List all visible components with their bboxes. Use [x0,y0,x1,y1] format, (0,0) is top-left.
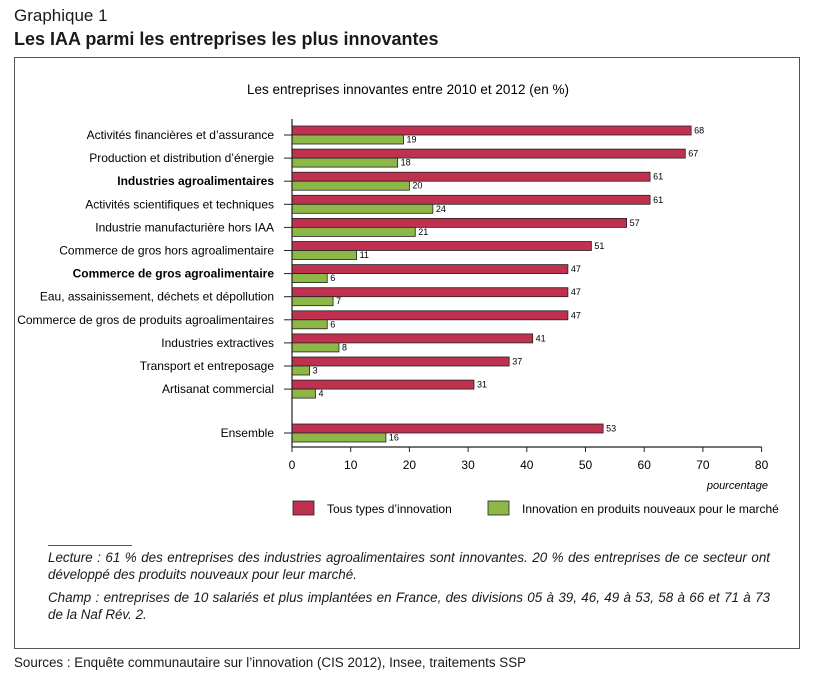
bar-all [291,333,534,344]
bar-all [291,217,627,228]
notes-divider [48,545,132,546]
x-tick-label: 0 [289,458,296,472]
x-tick-label: 50 [579,458,593,472]
x-tick-label: 20 [403,458,417,472]
category-label: Transport et entreposage [140,359,275,373]
x-tick-label: 70 [696,458,710,472]
data-label-new: 3 [313,366,318,376]
data-label-new: 11 [360,250,369,260]
data-label-new: 20 [412,181,422,191]
legend-swatch-all [292,500,315,516]
bar-new [291,273,328,284]
bar-new [291,134,404,145]
bar-all [291,125,692,136]
figure-title: Les IAA parmi les entreprises les plus i… [14,29,439,49]
bar-new [291,432,387,443]
x-tick-label: 10 [344,458,358,472]
note-lecture: Lecture : 61 % des entreprises des indus… [48,550,770,582]
data-label-new: 21 [418,227,428,237]
data-label-all: 51 [594,241,604,251]
data-label-new: 18 [401,158,411,168]
data-label-all: 47 [571,264,581,274]
data-label-new: 8 [342,342,347,352]
data-label-all: 41 [536,333,546,343]
bar-all [291,194,651,205]
bar-new [291,250,357,260]
category-label: Activités financières et d’assurance [87,128,275,142]
data-label-all: 47 [571,287,581,297]
category-label: Ensemble [221,426,275,440]
bar-new [291,203,434,214]
data-label-all: 31 [477,380,487,390]
x-tick-label: 60 [638,458,652,472]
bar-new [291,157,399,168]
note-champ: Champ : entreprises de 10 salariés et pl… [48,590,770,622]
category-label: Artisanat commercial [162,382,274,396]
category-label: Commerce de gros hors agroalimentaire [59,244,274,258]
bar-new [291,342,340,353]
bar-all [291,287,569,298]
x-tick-label: 30 [461,458,475,472]
data-label-new: 24 [436,204,446,214]
category-label: Commerce de gros agroalimentaire [73,267,275,281]
category-label: Commerce de gros de produits agroaliment… [17,313,274,327]
x-tick-label: 40 [520,458,534,472]
legend-swatch-new [487,500,510,516]
bar-all [291,241,592,251]
data-label-all: 47 [571,310,581,320]
data-label-new: 16 [389,433,399,443]
data-label-all: 67 [688,149,698,159]
bar-all [291,356,510,367]
bar-all [291,423,604,434]
data-label-all: 53 [606,424,616,434]
data-label-new: 6 [330,273,335,283]
bar-new [291,180,410,191]
category-label: Industries extractives [161,336,274,350]
category-label: Production et distribution d’énergie [89,151,274,165]
bar-new [291,365,311,376]
data-label-new: 7 [336,296,341,306]
chart-frame [14,57,800,649]
bar-all [291,148,686,159]
legend-label-new: Innovation en produits nouveaux pour le … [522,502,779,516]
chart-title: Les entreprises innovantes entre 2010 et… [247,82,569,97]
data-label-all: 61 [653,195,663,205]
data-label-all: 61 [653,172,663,182]
bar-new [291,388,316,399]
category-label: Activités scientifiques et techniques [85,197,274,211]
category-label: Industries agroalimentaires [117,174,274,188]
legend-label-all: Tous types d’innovation [327,502,452,516]
category-label: Industrie manufacturière hors IAA [95,220,274,234]
bar-new [291,296,334,307]
x-axis-label: pourcentage [706,480,768,492]
data-label-all: 57 [630,218,640,228]
data-label-new: 4 [318,389,323,399]
bar-new [291,319,328,330]
category-label: Eau, assainissement, déchets et dépollut… [40,290,274,304]
bar-new [291,226,416,237]
figure-kicker: Graphique 1 [14,6,108,25]
data-label-new: 19 [407,135,417,145]
bar-all [291,171,651,182]
data-label-new: 6 [330,319,335,329]
data-label-all: 37 [512,357,522,367]
data-label-all: 68 [694,126,704,136]
x-tick-label: 80 [755,458,769,472]
source-line: Sources : Enquête communautaire sur l’in… [14,655,527,670]
